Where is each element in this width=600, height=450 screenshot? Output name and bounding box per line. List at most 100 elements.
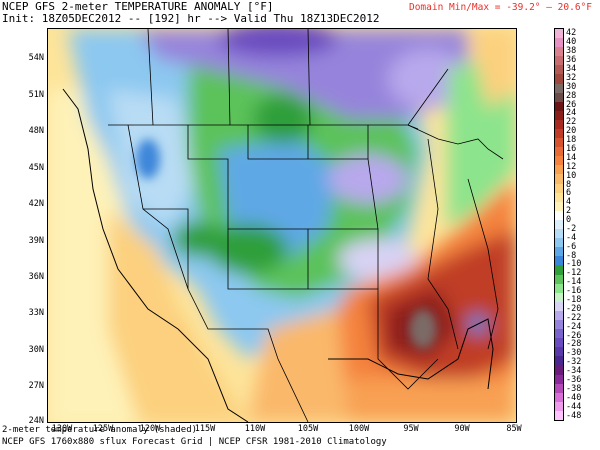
color-scale-label: 30 [566, 81, 577, 92]
gulf-coastline [328, 318, 494, 390]
color-scale-cell [555, 147, 563, 157]
lon-label: 130W [51, 424, 73, 434]
color-scale-label: 4 [566, 197, 572, 208]
color-scale-label: 32 [566, 72, 577, 83]
color-scale-label: -16 [566, 286, 582, 297]
color-scale-label: -12 [566, 268, 582, 279]
color-scale-cell [555, 229, 563, 239]
color-scale-label: -14 [566, 277, 582, 288]
color-scale-cell [555, 156, 563, 166]
color-scale-label: -10 [566, 259, 582, 270]
color-scale-cell [555, 356, 563, 366]
color-scale-label: 38 [566, 46, 577, 57]
color-scale-cell [555, 283, 563, 294]
color-scale-label: 18 [566, 135, 577, 146]
color-scale-cell [555, 329, 563, 339]
color-scale-label: -6 [566, 241, 577, 252]
color-scale-cell [555, 201, 563, 212]
color-scale-cell [555, 210, 563, 221]
lon-label: 105W [297, 424, 319, 434]
color-scale-label: 16 [566, 143, 577, 154]
color-scale-label: -48 [566, 410, 582, 421]
color-scale-label: -40 [566, 392, 582, 403]
color-scale-cell [555, 56, 563, 66]
color-scale-label: 28 [566, 90, 577, 101]
lat-label: 45N [28, 163, 44, 173]
lon-label: 90W [454, 424, 470, 434]
color-scale-label: -32 [566, 357, 582, 368]
color-scale-label: 22 [566, 117, 577, 128]
lon-label: 120W [139, 424, 161, 434]
color-scale-label: 0 [566, 215, 572, 226]
map-title: NCEP GFS 2-meter TEMPERATURE ANOMALY [°F… [2, 0, 274, 13]
color-scale-label: 12 [566, 161, 577, 172]
color-scale-label: 10 [566, 170, 577, 181]
color-scale-label: 24 [566, 108, 577, 119]
color-scale-cell [555, 301, 563, 312]
color-scale-label: 2 [566, 206, 572, 217]
lat-label: 24N [28, 416, 44, 426]
color-scale-label: -30 [566, 348, 582, 359]
lon-label: 125W [92, 424, 114, 434]
color-scale-label: 26 [566, 99, 577, 110]
political-boundaries [108, 29, 499, 422]
color-scale-label: -38 [566, 383, 582, 394]
color-scale-cell [555, 392, 563, 403]
color-scale-cell [555, 338, 563, 348]
color-scale-cell [555, 183, 563, 194]
color-scale-cell [555, 129, 563, 139]
color-scale-label: -20 [566, 303, 582, 314]
lat-label: 48N [28, 126, 44, 136]
color-scale-label: -8 [566, 250, 577, 261]
lon-label: 115W [194, 424, 216, 434]
color-scale-cell [555, 319, 563, 330]
color-scale-cell [555, 274, 563, 285]
lat-label: 27N [28, 381, 44, 391]
color-scale-label: -18 [566, 295, 582, 306]
anomaly-map-svg [48, 29, 516, 422]
footer-shading-note: 2-meter temperature anomaly (shaded) [2, 425, 198, 435]
color-scale-cell [555, 38, 563, 48]
lat-label: 42N [28, 199, 44, 209]
color-scale-label: 34 [566, 63, 577, 74]
color-scale-cell [555, 256, 563, 266]
color-scale-cell [555, 401, 563, 412]
color-scale-cell [555, 247, 563, 257]
lat-label: 33N [28, 308, 44, 318]
color-scale-label: -22 [566, 312, 582, 323]
color-scale-cell [555, 410, 563, 421]
footer-source-note: NCEP GFS 1760x880 sflux Forecast Grid | … [2, 437, 387, 447]
color-scale-cell [555, 119, 563, 130]
color-scale-cell [555, 101, 563, 112]
color-scale-cell [555, 238, 563, 248]
color-scale-cell [555, 347, 563, 357]
lon-label: 100W [348, 424, 370, 434]
color-scale-label: -36 [566, 375, 582, 385]
color-scale-cell [555, 83, 563, 94]
color-scale-label: -26 [566, 330, 582, 341]
color-scale-label: 20 [566, 126, 577, 137]
color-scale-label: -24 [566, 321, 582, 332]
color-scale-cell [555, 110, 563, 121]
lat-label: 39N [28, 236, 44, 246]
lon-label: 110W [244, 424, 266, 434]
color-scale-label: -4 [566, 232, 577, 243]
domain-minmax: Domain Min/Max = -39.2° – 20.6°F [408, 2, 592, 13]
color-scale-label: 36 [566, 55, 577, 66]
color-scale-label: -28 [566, 339, 582, 350]
color-scale-cell [555, 383, 563, 394]
color-scale-label: -34 [566, 366, 582, 377]
color-scale-cell [555, 174, 563, 185]
color-scale-cell [555, 29, 563, 39]
lat-label: 51N [28, 90, 44, 100]
lat-label: 30N [28, 345, 44, 355]
color-scale-cell [555, 374, 563, 385]
color-scale-cell [555, 265, 563, 275]
color-scale-cell [555, 92, 563, 103]
anomaly-detail [136, 139, 437, 379]
color-scale-cell [555, 292, 563, 303]
color-scale-label: 6 [566, 188, 572, 199]
color-scale-label: 40 [566, 37, 577, 48]
color-scale-cell [555, 65, 563, 75]
lat-label: 36N [28, 272, 44, 282]
